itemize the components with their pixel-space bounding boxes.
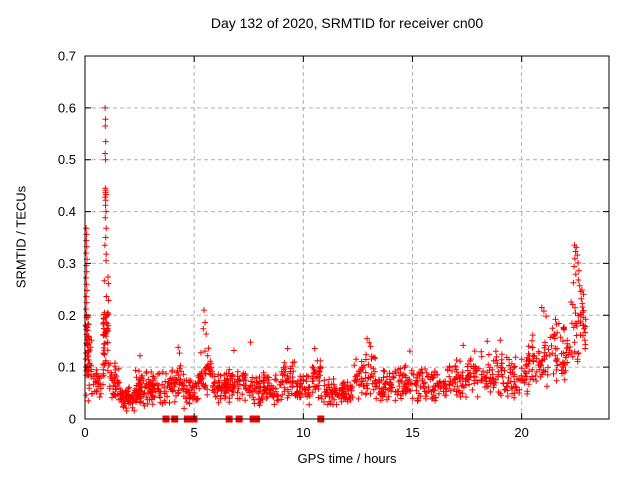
x-tick-label: 0	[81, 425, 88, 440]
y-tick-label: 0.4	[58, 204, 76, 219]
data-points-srmtid	[82, 104, 589, 414]
x-tick-label: 10	[296, 425, 310, 440]
y-tick-label: 0	[69, 412, 76, 427]
grid-lines	[85, 56, 609, 419]
axis-ticks	[84, 55, 609, 420]
x-tick-label: 20	[514, 425, 528, 440]
x-tick-label: 15	[405, 425, 419, 440]
y-tick-label: 0.6	[58, 100, 76, 115]
plot-border	[84, 55, 610, 420]
y-tick-label: 0.2	[58, 308, 76, 323]
chart-title: Day 132 of 2020, SRMTID for receiver cn0…	[210, 15, 484, 31]
y-tick-label: 0.1	[58, 360, 76, 375]
x-axis-label: GPS time / hours	[297, 451, 397, 466]
y-tick-label: 0.3	[58, 256, 76, 271]
y-tick-label: 0.7	[58, 49, 76, 64]
x-tick-label: 5	[191, 425, 198, 440]
y-tick-label: 0.5	[58, 152, 76, 167]
